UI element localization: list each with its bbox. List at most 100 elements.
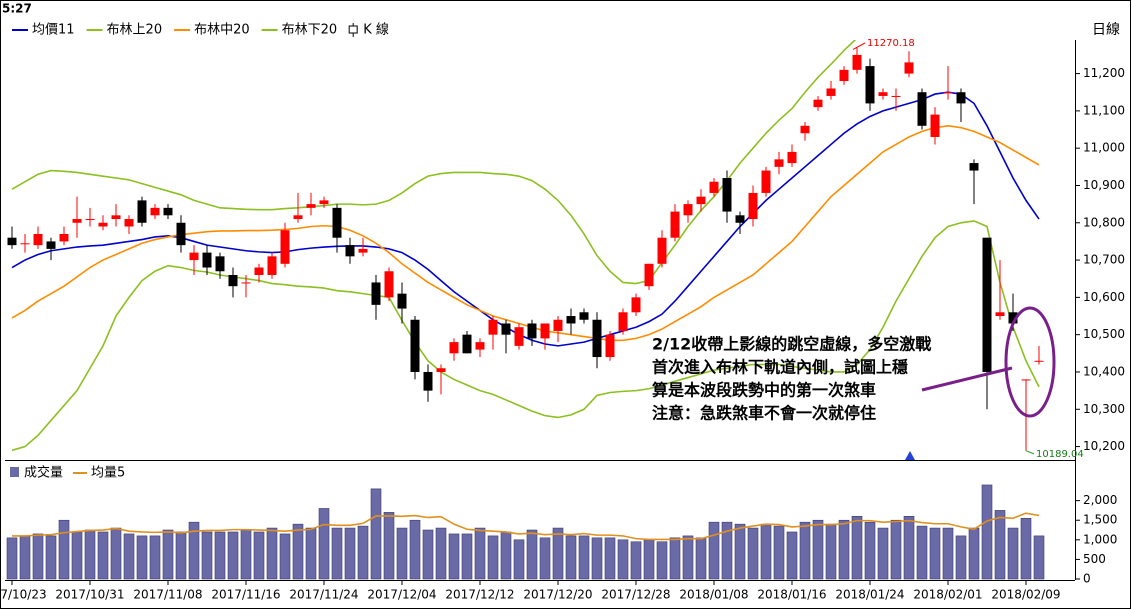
legend-label: 布林中20	[194, 23, 250, 38]
y-tick-label: 10,500	[1083, 327, 1125, 341]
candle-body	[592, 319, 602, 358]
y-tick-label: 11,100	[1083, 103, 1125, 117]
y-tick-label: 10,600	[1083, 290, 1125, 304]
candle-body	[605, 334, 615, 358]
time-label: 5:27	[2, 2, 32, 16]
volume-bar	[734, 523, 746, 580]
y-tick-label: 10,900	[1083, 178, 1125, 192]
candle-body	[124, 219, 134, 227]
candle-body	[722, 178, 732, 212]
candle-body	[553, 319, 563, 331]
x-tick-label: 2018/02/09	[991, 588, 1060, 602]
candle-body	[371, 282, 381, 305]
volume-bar	[877, 527, 889, 580]
legend-label: 布林下20	[282, 23, 338, 38]
volume-bar	[435, 527, 447, 580]
volume-bar	[1020, 517, 1032, 580]
volume-bar	[760, 523, 772, 580]
x-tick-label: 2017/10/31	[55, 588, 124, 602]
volume-bar	[578, 535, 590, 580]
volume-bar	[253, 531, 265, 580]
candle-body	[384, 271, 394, 298]
candle-body	[59, 233, 69, 242]
candle-body	[501, 323, 511, 335]
volume-bar	[149, 535, 161, 580]
candle-body	[865, 66, 875, 104]
candle-body	[345, 245, 355, 257]
x-tick-label: 2018/01/24	[835, 588, 904, 602]
annotation: 算是本波段跌勢中的第一次煞車	[652, 381, 876, 400]
volume-bar	[955, 535, 967, 580]
candle-body	[267, 256, 277, 275]
candle-body	[566, 316, 576, 324]
candle-body	[631, 297, 641, 313]
legend-label: 布林上20	[107, 23, 163, 38]
candle-body	[397, 293, 407, 309]
volume-bar	[370, 488, 382, 580]
y-tick-label: 10,700	[1083, 253, 1125, 267]
volume-bar	[201, 531, 213, 580]
vol-tick-label: 1,500	[1083, 513, 1117, 527]
volume-bar	[383, 512, 395, 580]
volume-bar	[110, 527, 122, 580]
candle-body	[735, 215, 745, 223]
candle-body	[280, 230, 290, 264]
x-tick-label: 2017/12/20	[523, 588, 592, 602]
volume-bar	[396, 527, 408, 580]
candle-body	[228, 274, 238, 287]
legend-swatch	[10, 467, 19, 477]
candle-body	[813, 99, 823, 108]
volume-bar	[773, 525, 785, 580]
x-tick-label: 2017/10/23	[0, 588, 47, 602]
volume-bar	[344, 527, 356, 580]
vol-tick-label: 1,000	[1083, 532, 1117, 546]
volume-bar	[461, 533, 473, 580]
volume-bar	[903, 516, 915, 580]
volume-bar	[799, 521, 811, 580]
volume-bar	[994, 510, 1006, 580]
x-tick-label: 2017/11/16	[211, 588, 280, 602]
volume-bar	[838, 519, 850, 580]
candle-body	[787, 151, 797, 164]
volume-bar	[669, 537, 681, 580]
volume-bar	[474, 527, 486, 580]
candle-body	[241, 282, 251, 284]
candle-body	[1021, 379, 1031, 381]
candle-body	[254, 267, 264, 275]
volume-bar	[617, 539, 629, 580]
volume-bar	[123, 533, 135, 580]
volume-bar	[708, 521, 720, 580]
volume-bar	[240, 529, 252, 580]
price-plot	[7, 40, 1044, 452]
candle-body	[488, 319, 498, 335]
candle-body	[969, 163, 979, 171]
vol-tick-label: 500	[1083, 552, 1106, 566]
candle-body	[761, 170, 771, 193]
candle-body	[7, 237, 17, 246]
volume-bar	[721, 521, 733, 580]
candle-body	[904, 62, 914, 74]
volume-bar	[318, 508, 330, 580]
volume-bar	[448, 533, 460, 580]
volume-bar	[162, 529, 174, 580]
candle-body	[657, 237, 667, 264]
vol-tick-label: 0	[1083, 572, 1091, 586]
volume-bar	[695, 537, 707, 580]
candle-body	[527, 323, 537, 339]
annotation: 2/12收帶上影線的跳空虛線，多空激戰	[652, 335, 931, 354]
volume-bar	[500, 531, 512, 580]
x-tick-label: 2018/01/16	[757, 588, 826, 602]
volume-bar	[422, 529, 434, 580]
period-label: 日線	[1092, 22, 1120, 38]
volume-bar	[227, 531, 239, 580]
volume-bar	[84, 529, 96, 580]
candle-body	[475, 342, 485, 350]
candle-body	[33, 233, 43, 246]
legend-swatch	[348, 25, 358, 34]
annotation: 注意：急跌煞車不會一次就停住	[652, 404, 876, 423]
line-series	[11, 220, 1040, 452]
candle-body	[436, 368, 446, 372]
candle-body	[358, 248, 368, 253]
x-tick-label: 2018/01/08	[679, 588, 748, 602]
